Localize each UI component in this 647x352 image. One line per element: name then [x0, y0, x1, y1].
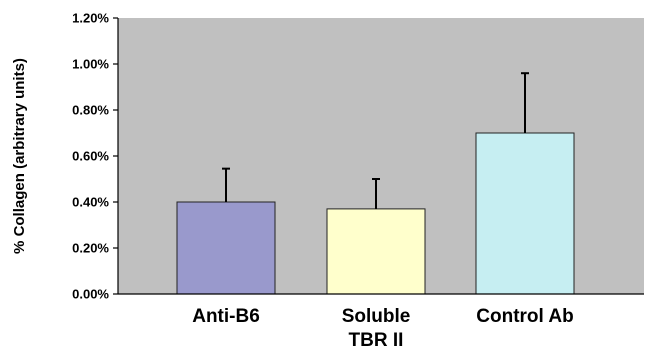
category-label-line: Control Ab	[476, 306, 573, 327]
category-label: Control Ab	[476, 306, 573, 327]
bar	[176, 201, 276, 295]
category-label: Soluble TBR II	[342, 306, 411, 351]
y-tick-label: 0.40%	[72, 195, 109, 210]
bar	[326, 208, 426, 295]
y-tick-label: 0.20%	[72, 241, 109, 256]
category-label-line: TBR II	[349, 330, 404, 351]
y-tick-label: 1.20%	[72, 11, 109, 26]
y-tick-label: 0.00%	[72, 287, 109, 302]
category-label: Anti-B6	[192, 306, 260, 327]
y-axis-title: % Collagen (arbitrary units)	[11, 58, 28, 254]
category-label-line: Soluble	[342, 306, 411, 327]
y-tick-label: 1.00%	[72, 57, 109, 72]
bar	[475, 132, 575, 295]
y-tick-label: 0.60%	[72, 149, 109, 164]
y-tick-label: 0.80%	[72, 103, 109, 118]
category-label-line: Anti-B6	[192, 306, 260, 327]
